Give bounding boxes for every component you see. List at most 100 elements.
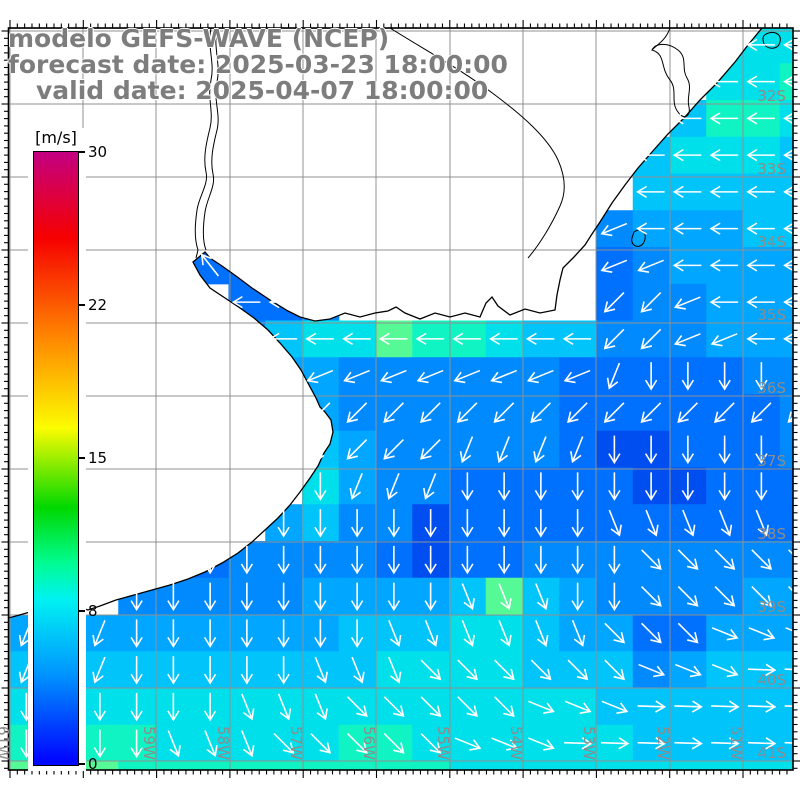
wind-arrow — [203, 619, 217, 648]
wind-arrow — [677, 402, 698, 424]
wind-arrow — [277, 582, 290, 612]
wind-arrow — [641, 549, 662, 571]
title-model: modelo GEFS-WAVE (NCEP) — [8, 24, 390, 53]
lon-label: 61W — [0, 726, 12, 760]
wind-arrow — [783, 112, 793, 125]
wind-arrow — [237, 253, 256, 277]
wind-arrow — [452, 332, 481, 346]
wind-arrow — [388, 620, 402, 647]
wind-arrow — [711, 737, 740, 750]
wind-arrow — [748, 627, 776, 641]
wind-arrow — [714, 586, 736, 607]
wind-arrow — [92, 656, 106, 684]
wind-arrow — [386, 473, 400, 500]
wind-arrow — [603, 402, 625, 424]
wind-arrow — [562, 332, 592, 346]
wind-arrow — [350, 545, 364, 575]
lon-label: 58W — [214, 726, 232, 760]
colorbar-tickmark — [79, 763, 85, 765]
wind-arrow — [709, 222, 739, 235]
wind-arrow — [203, 582, 217, 612]
wind-arrow — [420, 659, 442, 681]
wind-arrow — [747, 700, 777, 713]
wind-arrow — [783, 332, 793, 345]
wind-arrow — [240, 582, 254, 612]
coastline — [8, 28, 763, 619]
wind-arrow — [571, 545, 584, 575]
wind-arrow — [240, 545, 254, 575]
wind-arrow — [203, 692, 217, 722]
wind-arrow — [461, 472, 474, 501]
wind-arrow — [747, 737, 777, 750]
wind-arrow — [608, 582, 621, 612]
wind-arrow — [606, 362, 621, 390]
wind-arrow — [167, 656, 180, 685]
wind-arrow — [130, 582, 143, 612]
wind-arrow — [709, 148, 739, 162]
wind-arrow — [489, 332, 518, 346]
wind-arrow — [600, 737, 630, 750]
wind-arrow — [497, 545, 511, 575]
wind-arrow — [534, 545, 548, 575]
wind-arrow — [784, 668, 793, 671]
wind-arrow — [383, 733, 405, 754]
wind-arrow — [746, 332, 775, 346]
wind-arrow — [203, 545, 217, 575]
wind-arrow — [755, 362, 768, 391]
wind-arrow — [535, 620, 549, 647]
wind-arrow — [674, 737, 703, 750]
wind-arrow — [604, 659, 626, 681]
wind-arrow — [167, 619, 180, 648]
lat-label: 37S — [757, 452, 786, 470]
wind-arrow — [268, 295, 298, 309]
wind-arrow — [461, 509, 474, 538]
wind-arrow — [343, 369, 370, 384]
wind-arrow — [711, 700, 740, 713]
wind-arrow — [604, 622, 626, 644]
wind-arrow — [783, 149, 793, 162]
wind-arrow — [567, 659, 589, 681]
wind-arrow — [204, 730, 218, 758]
wind-arrow — [274, 253, 293, 277]
wind-arrow — [637, 737, 667, 750]
wind-arrow — [755, 435, 768, 465]
wind-arrow — [490, 369, 517, 384]
wind-arrow — [240, 619, 254, 648]
wind-arrow — [682, 509, 696, 537]
wind-arrow — [314, 545, 327, 575]
wind-arrow — [677, 586, 699, 607]
wind-arrow — [711, 627, 739, 641]
lat-label: 35S — [757, 306, 786, 324]
wind-arrow — [387, 509, 401, 538]
wind-arrow — [269, 369, 297, 384]
wind-arrow — [746, 75, 775, 88]
wind-arrow — [305, 332, 334, 346]
lon-label: 57W — [287, 726, 305, 760]
wind-arrow — [709, 75, 739, 88]
wind-arrow — [571, 472, 584, 501]
lat-label: 40S — [757, 671, 786, 689]
colorbar-tick-label: 0 — [88, 755, 98, 773]
wind-arrow — [571, 509, 584, 538]
wind-arrow — [608, 509, 622, 537]
lat-label: 36S — [757, 379, 786, 397]
colorbar-tick-label: 8 — [88, 602, 98, 620]
lat-label: 32S — [757, 87, 786, 105]
colorbar-tickmark — [79, 304, 85, 306]
wind-arrow — [746, 148, 775, 162]
wind-arrow — [526, 369, 554, 384]
wind-arrow — [641, 586, 662, 607]
wind-arrow — [751, 549, 773, 571]
lon-label: 56W — [360, 726, 378, 760]
wind-arrow — [498, 583, 512, 611]
wind-arrow — [784, 705, 793, 708]
wind-arrow — [528, 737, 555, 751]
wind-arrow — [783, 38, 793, 51]
wind-arrow — [203, 656, 217, 685]
wind-arrow — [314, 582, 327, 612]
wind-arrow — [718, 509, 733, 537]
lat-label: 41S — [757, 744, 786, 762]
wind-arrow — [637, 259, 664, 273]
wind-arrow — [454, 737, 482, 751]
